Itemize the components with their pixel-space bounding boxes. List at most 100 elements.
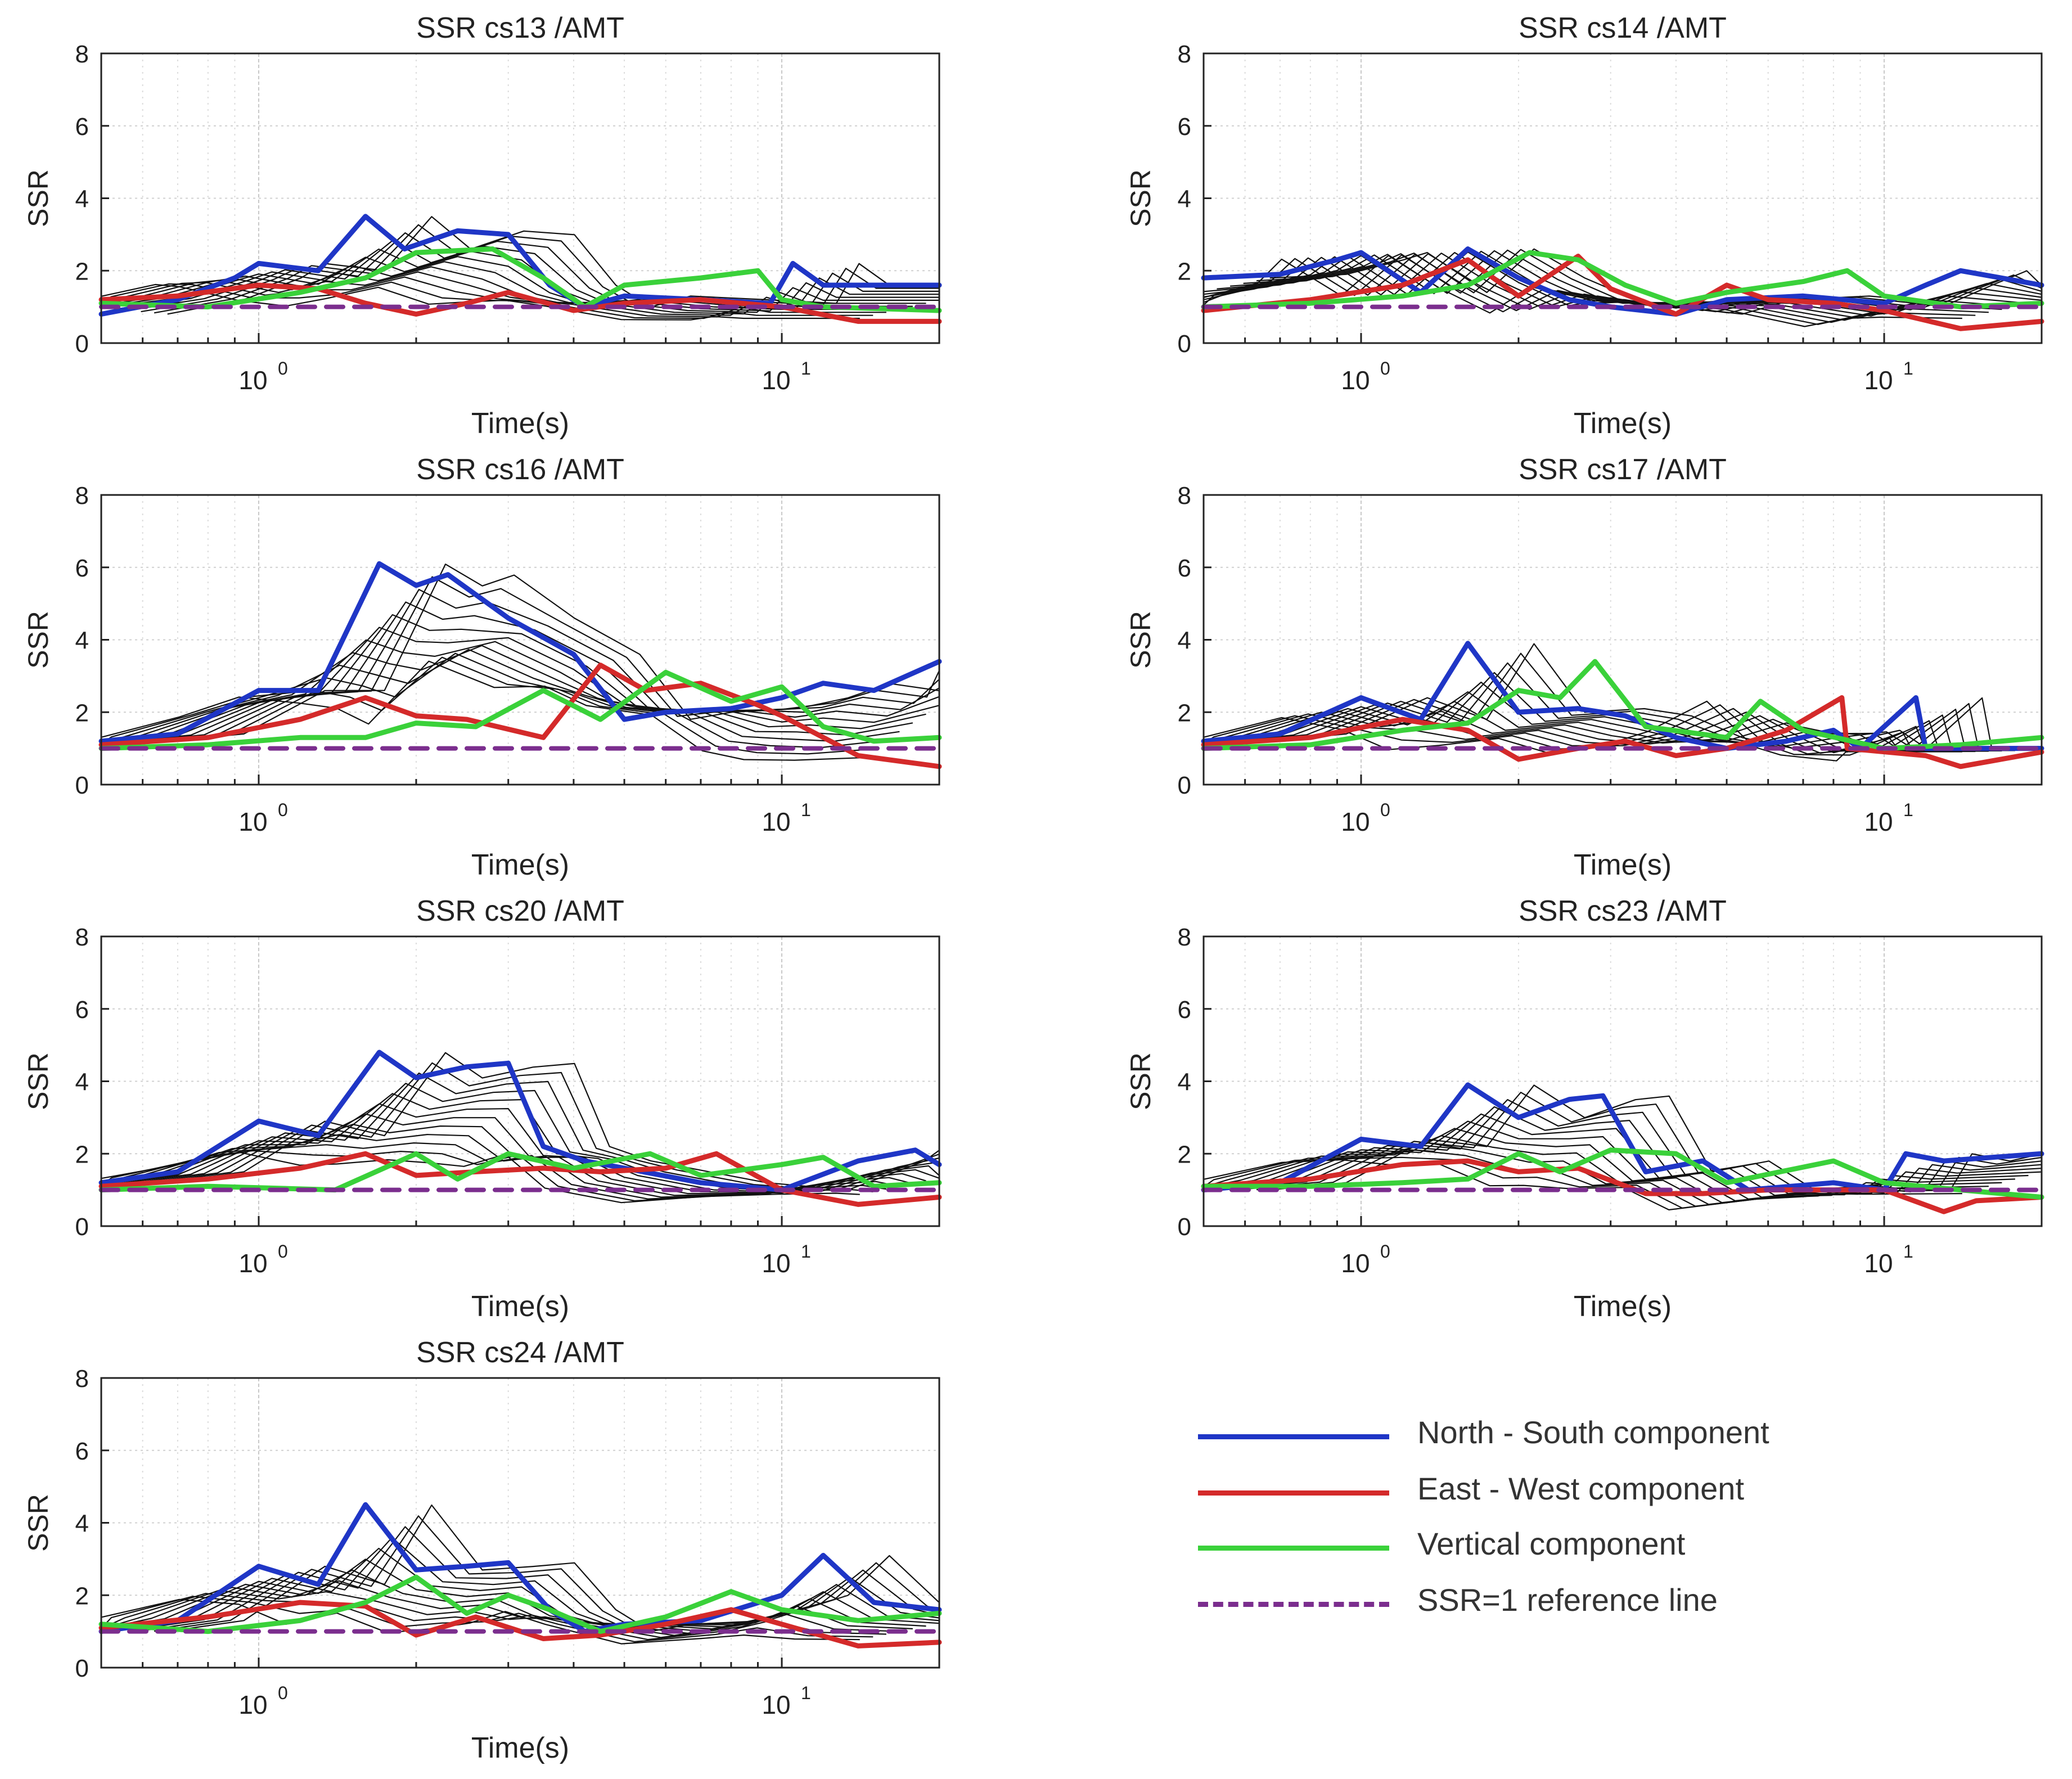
chart-title: SSR cs23 /AMT (1519, 895, 1727, 927)
y-tick-label: 6 (75, 555, 89, 582)
y-tick-label: 0 (1178, 1213, 1191, 1241)
y-tick-label: 0 (75, 1213, 89, 1241)
family-curve (167, 1504, 940, 1632)
x-tick-label: 10 (238, 807, 267, 836)
y-tick-label: 8 (75, 924, 89, 951)
north-south-series (1201, 1082, 2044, 1193)
y-tick-label: 2 (1178, 699, 1191, 727)
y-axis-label: SSR (22, 169, 54, 227)
north-south-series (98, 561, 942, 744)
family-curve (114, 614, 940, 743)
y-tick-label: 4 (75, 1510, 89, 1538)
family-curve (1269, 248, 2042, 315)
family-curve (1243, 1099, 2042, 1195)
family-curve (1256, 1092, 2042, 1193)
y-tick-label: 4 (75, 1069, 89, 1096)
family-curve (141, 1526, 940, 1632)
x-tick-label: 10 (238, 366, 267, 395)
family-curve (141, 589, 940, 742)
x-tick-label-exponent: 1 (801, 1241, 811, 1262)
x-tick-label: 10 (762, 807, 790, 836)
x-tick-label-exponent: 1 (1903, 1241, 1913, 1262)
chart-panel-2: 0 2 4 6 8 10 0 10 1 SSR cs14 /AMT Time(s) SSR (1125, 12, 2044, 440)
y-tick-label: 8 (75, 40, 89, 68)
y-tick-label: 2 (1178, 1141, 1191, 1168)
y-axis-label: SSR (22, 1494, 54, 1552)
chart-title: SSR cs24 /AMT (416, 1336, 624, 1369)
x-tick-label-exponent: 0 (278, 358, 288, 379)
x-tick-label-exponent: 0 (278, 1241, 288, 1262)
y-tick-label: 8 (1178, 924, 1191, 951)
family-curve (167, 1052, 940, 1191)
chart-panel-7: 0 2 4 6 8 10 0 10 1 SSR cs24 /AMT Time(s) SSR (22, 1336, 942, 1764)
east-west-series (98, 282, 942, 324)
x-tick-label-exponent: 0 (1380, 358, 1390, 379)
vertical-series (98, 669, 942, 751)
north-south-series (98, 1050, 942, 1193)
x-tick-label-exponent: 1 (1903, 358, 1913, 379)
legend-item-east-west: East - West component (1192, 1468, 1924, 1519)
y-tick-label: 6 (1178, 555, 1191, 582)
y-tick-label: 0 (75, 772, 89, 799)
north-south-series (98, 1502, 942, 1634)
x-tick-label: 10 (238, 1690, 267, 1719)
y-tick-label: 0 (75, 330, 89, 358)
y-tick-label: 4 (1178, 186, 1191, 213)
family-curve (114, 1093, 940, 1193)
x-axis-label: Time(s) (1574, 849, 1672, 881)
family-curve (101, 648, 900, 745)
y-tick-label: 8 (75, 482, 89, 510)
y-tick-label: 8 (1178, 482, 1191, 510)
chart-panel-3: 0 2 4 6 8 10 0 10 1 SSR cs16 /AMT Time(s) SSR (22, 453, 942, 881)
y-tick-label: 6 (75, 1438, 89, 1465)
x-tick-label: 10 (238, 1249, 267, 1278)
legend-label-east-west: East - West component (1417, 1471, 1744, 1506)
legend-label-reference: SSR=1 reference line (1417, 1582, 1718, 1618)
legend-label-north-south: North - South component (1417, 1415, 1769, 1450)
x-tick-label-exponent: 0 (1380, 1241, 1390, 1262)
family-curve (167, 564, 940, 742)
x-axis-label: Time(s) (471, 407, 569, 440)
y-axis-label: SSR (1125, 169, 1156, 227)
chart-panel-5: 0 2 4 6 8 10 0 10 1 SSR cs20 /AMT Time(s) SSR (22, 895, 942, 1323)
x-tick-label-exponent: 1 (801, 1683, 811, 1703)
y-tick-label: 6 (1178, 113, 1191, 141)
chart-panel-1: 0 2 4 6 8 10 0 10 1 SSR cs13 /AMT Time(s) SSR (22, 12, 942, 440)
legend-swatch-north-south (1198, 1434, 1389, 1439)
y-tick-label: 0 (75, 1655, 89, 1682)
legend: North - South component East - West comp… (1192, 1412, 1924, 1648)
y-tick-label: 6 (75, 113, 89, 141)
x-tick-label: 10 (1864, 807, 1893, 836)
x-tick-label: 10 (1341, 807, 1370, 836)
chart-title: SSR cs14 /AMT (1519, 12, 1727, 44)
x-tick-label-exponent: 0 (278, 800, 288, 820)
y-tick-label: 4 (75, 627, 89, 655)
y-tick-label: 0 (1178, 330, 1191, 358)
legend-swatch-reference (1198, 1602, 1389, 1607)
family-curve (1256, 652, 2042, 750)
family-curve (100, 660, 860, 761)
legend-swatch-vertical (1198, 1546, 1389, 1551)
family-curve (154, 576, 940, 742)
x-tick-label: 10 (1341, 366, 1370, 395)
vertical-series (1201, 1147, 2044, 1200)
x-tick-label: 10 (1864, 1249, 1893, 1278)
legend-item-vertical: Vertical component (1192, 1523, 1924, 1574)
y-tick-label: 6 (1178, 996, 1191, 1024)
y-tick-label: 0 (1178, 772, 1191, 799)
north-south-series (1201, 246, 2044, 317)
family-curve (1269, 1084, 2042, 1191)
legend-item-north-south: North - South component (1192, 1412, 1924, 1462)
east-west-series (98, 1600, 942, 1649)
east-west-series (98, 663, 942, 769)
family-curve (101, 1103, 940, 1194)
family-curve (1203, 701, 2029, 753)
y-tick-label: 4 (1178, 1069, 1191, 1096)
x-axis-label: Time(s) (471, 1290, 569, 1323)
legend-item-reference: SSR=1 reference line (1192, 1579, 1924, 1630)
family-curve (1243, 249, 2042, 313)
legend-swatch-east-west (1198, 1490, 1389, 1496)
chart-title: SSR cs20 /AMT (416, 895, 624, 927)
y-tick-label: 4 (1178, 627, 1191, 655)
